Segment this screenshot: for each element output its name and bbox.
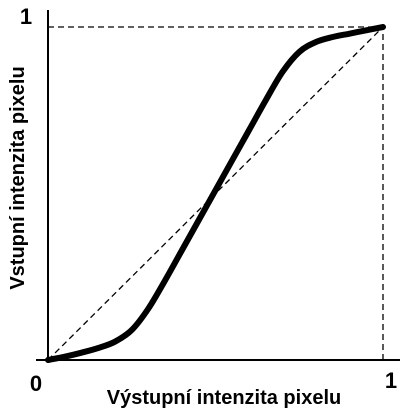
y-axis-label: Vstupní intenzita pixelu [7, 66, 29, 289]
x-tick-label-0: 0 [30, 371, 42, 396]
y-tick-label-1: 1 [20, 4, 32, 29]
x-axis-label: Výstupní intenzita pixelu [107, 387, 341, 409]
reference-diagonal [47, 26, 384, 361]
tone-curve-line [45, 24, 386, 363]
x-tick-label-1: 1 [385, 368, 397, 393]
guide-lines [48, 26, 384, 360]
tone-curve [45, 24, 386, 363]
axes [36, 10, 400, 362]
identity-line [47, 26, 384, 361]
